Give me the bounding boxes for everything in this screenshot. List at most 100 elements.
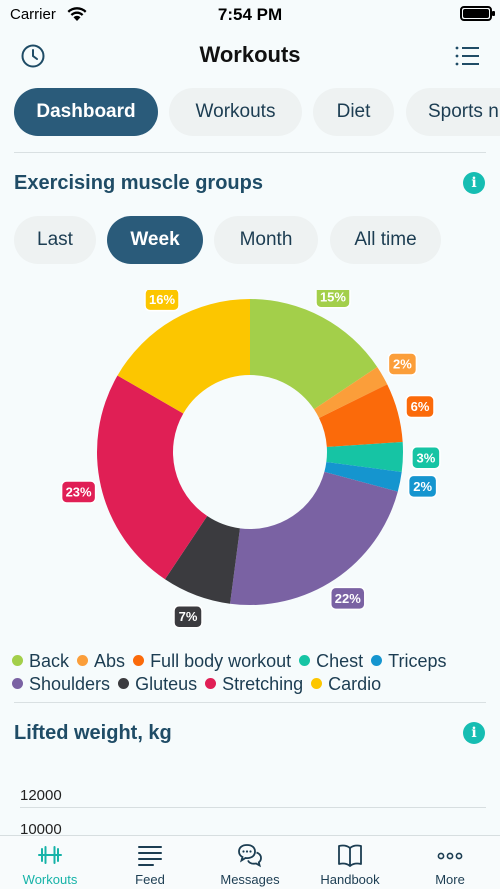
bottom-tab-label: Messages bbox=[220, 872, 280, 887]
bottom-tab-handbook[interactable]: Handbook bbox=[300, 836, 400, 889]
slice-cardio[interactable] bbox=[117, 299, 251, 414]
slice-triceps[interactable] bbox=[324, 462, 402, 492]
legend-label: Full body workout bbox=[150, 651, 292, 671]
slice-label: 15% bbox=[315, 290, 351, 309]
lifted-weight-chart: 12000 10000 bbox=[0, 780, 500, 840]
messages-icon bbox=[238, 844, 262, 868]
divider bbox=[14, 702, 486, 703]
slice-label: 6% bbox=[405, 394, 435, 419]
slice-label: 7% bbox=[173, 604, 203, 629]
slice-percent-text: 7% bbox=[179, 609, 198, 624]
clock-time: 7:54 PM bbox=[217, 5, 283, 24]
period-last[interactable]: Last bbox=[14, 216, 96, 264]
legend-label: Stretching bbox=[222, 674, 304, 694]
muscle-groups-donut-chart: 15% 2% 6% 3% 2% 22% 7% 23% 16% bbox=[60, 290, 441, 629]
legend-label: Shoulders bbox=[29, 674, 111, 694]
page-title: Workouts bbox=[199, 42, 301, 67]
y-tick-label: 10000 bbox=[20, 821, 62, 838]
carrier-label: Carrier bbox=[10, 6, 56, 23]
legend-label: Back bbox=[29, 651, 70, 671]
tab-diet[interactable]: Diet bbox=[313, 88, 394, 136]
slice-full-body-workout[interactable] bbox=[319, 384, 403, 447]
legend-item: Back bbox=[12, 650, 69, 673]
slice-percent-text: 22% bbox=[335, 591, 361, 606]
wifi-icon bbox=[67, 7, 87, 21]
legend-dot bbox=[77, 655, 89, 666]
legend-dot bbox=[205, 678, 217, 689]
legend-label: Abs bbox=[94, 651, 126, 671]
legend-item: Shoulders bbox=[12, 673, 110, 696]
bottom-tab-more[interactable]: More bbox=[400, 836, 500, 889]
history-icon[interactable] bbox=[20, 43, 46, 69]
legend-item: Gluteus bbox=[118, 673, 197, 696]
legend-label: Gluteus bbox=[135, 674, 198, 694]
nav-bar: Workouts bbox=[0, 30, 500, 82]
book-icon bbox=[338, 844, 362, 867]
tab-workouts[interactable]: Workouts bbox=[169, 88, 302, 136]
list-menu-icon[interactable] bbox=[454, 44, 480, 68]
slice-back[interactable] bbox=[250, 299, 378, 410]
period-month[interactable]: Month bbox=[214, 216, 318, 264]
slice-stretching[interactable] bbox=[96, 375, 208, 580]
legend-dot bbox=[12, 678, 23, 689]
slice-percent-text: 2% bbox=[393, 357, 412, 372]
slice-gluteus[interactable] bbox=[164, 516, 240, 604]
legend-item: Triceps bbox=[371, 650, 447, 673]
tab-dashboard[interactable]: Dashboard bbox=[14, 88, 158, 136]
bottom-tab-label: Handbook bbox=[320, 872, 380, 887]
bottom-tab-workouts[interactable]: Workouts bbox=[0, 836, 100, 889]
y-tick-label: 12000 bbox=[20, 787, 62, 804]
legend-dot bbox=[12, 655, 23, 666]
legend-dot bbox=[133, 655, 145, 666]
slice-percent-text: 23% bbox=[66, 484, 92, 499]
bottom-tab-messages[interactable]: Messages bbox=[200, 836, 300, 889]
bottom-tab-label: Workouts bbox=[22, 872, 78, 887]
slice-percent-text: 6% bbox=[411, 399, 430, 414]
slice-abs[interactable] bbox=[314, 366, 388, 418]
chart-legend: Back Abs Full body workout Chest Triceps Shou… bbox=[12, 650, 492, 696]
slice-label: 3% bbox=[411, 446, 441, 470]
bottom-tab-label: Feed bbox=[135, 872, 165, 887]
slice-label: 16% bbox=[144, 290, 180, 312]
battery-icon bbox=[460, 6, 495, 21]
info-icon[interactable]: i bbox=[463, 172, 485, 194]
gridline bbox=[20, 807, 486, 808]
legend-item: Full body workout bbox=[133, 650, 291, 673]
slice-percent-text: 15% bbox=[320, 290, 346, 304]
legend-label: Triceps bbox=[388, 651, 447, 671]
top-tabs: Dashboard Workouts Diet Sports n bbox=[0, 88, 500, 140]
legend-dot bbox=[118, 678, 130, 689]
legend-label: Chest bbox=[316, 651, 364, 671]
legend-item: Abs bbox=[77, 650, 125, 673]
period-week[interactable]: Week bbox=[107, 216, 203, 264]
legend-dot bbox=[311, 678, 323, 689]
period-all-time[interactable]: All time bbox=[330, 216, 441, 264]
feed-icon bbox=[138, 846, 162, 866]
bottom-tab-bar: Workouts Feed Messages Handbook bbox=[0, 835, 500, 889]
bottom-tab-feed[interactable]: Feed bbox=[100, 836, 200, 889]
legend-item: Chest bbox=[299, 650, 363, 673]
legend-dot bbox=[371, 655, 383, 666]
more-icon bbox=[437, 852, 463, 860]
status-bar: Carrier 7:54 PM bbox=[0, 0, 500, 30]
slice-shoulders[interactable] bbox=[230, 471, 398, 605]
tab-sports[interactable]: Sports n bbox=[406, 88, 500, 136]
slice-percent-text: 3% bbox=[417, 450, 436, 465]
legend-item: Cardio bbox=[311, 673, 381, 696]
legend-label: Cardio bbox=[328, 674, 382, 694]
legend-item: Stretching bbox=[205, 673, 303, 696]
bottom-tab-label: More bbox=[435, 872, 465, 887]
slice-label: 2% bbox=[387, 352, 418, 376]
divider bbox=[14, 152, 486, 153]
lifted-weight-title: Lifted weight, kg bbox=[14, 722, 172, 744]
info-icon[interactable]: i bbox=[463, 722, 485, 744]
slice-percent-text: 2% bbox=[413, 479, 432, 494]
slice-percent-text: 16% bbox=[149, 292, 175, 307]
slice-label: 23% bbox=[60, 480, 97, 504]
legend-dot bbox=[299, 655, 311, 666]
slice-chest[interactable] bbox=[326, 441, 403, 472]
slice-label: 2% bbox=[407, 474, 438, 499]
slice-label: 22% bbox=[330, 586, 366, 611]
dumbbell-icon bbox=[38, 846, 62, 864]
muscle-groups-title: Exercising muscle groups bbox=[14, 172, 263, 194]
